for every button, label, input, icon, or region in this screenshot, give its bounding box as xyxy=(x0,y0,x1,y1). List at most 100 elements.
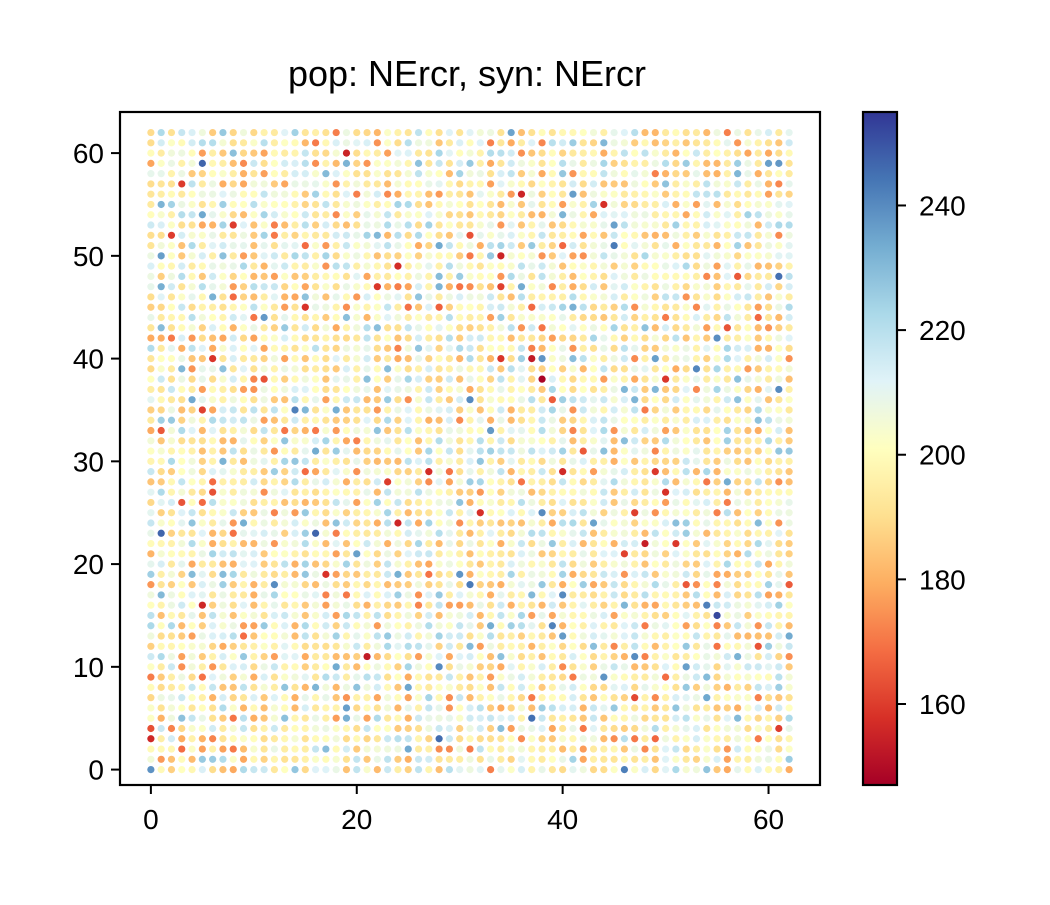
data-point xyxy=(342,632,351,640)
data-point xyxy=(373,745,381,753)
data-point xyxy=(641,283,649,291)
data-point xyxy=(332,416,340,424)
data-point xyxy=(661,344,670,352)
data-point xyxy=(332,426,340,435)
data-point xyxy=(250,159,258,167)
data-point xyxy=(353,262,361,270)
data-point xyxy=(764,231,773,239)
data-point xyxy=(651,611,659,620)
data-point xyxy=(579,478,587,486)
data-point xyxy=(456,550,464,558)
data-point xyxy=(198,426,206,435)
data-point xyxy=(332,683,340,691)
data-point xyxy=(466,426,474,435)
data-point xyxy=(703,663,711,671)
data-point xyxy=(775,694,783,702)
data-point xyxy=(311,735,320,743)
data-point xyxy=(734,334,742,342)
data-point xyxy=(775,704,783,712)
data-point xyxy=(394,765,402,774)
data-point xyxy=(528,211,536,219)
data-point xyxy=(353,745,361,753)
data-point xyxy=(785,683,793,691)
data-point xyxy=(631,755,639,763)
data-point xyxy=(569,313,577,322)
data-point xyxy=(342,355,351,363)
data-point xyxy=(528,714,536,722)
data-point xyxy=(651,272,659,280)
data-point xyxy=(486,622,495,630)
data-point xyxy=(600,539,608,548)
data-point xyxy=(311,632,320,640)
data-point xyxy=(497,334,505,342)
data-point xyxy=(713,190,721,198)
data-point xyxy=(734,211,742,219)
data-point xyxy=(435,457,443,465)
data-point xyxy=(414,478,423,486)
data-point xyxy=(260,683,268,691)
data-point xyxy=(425,190,433,198)
data-point xyxy=(157,385,165,394)
data-point xyxy=(672,200,680,209)
data-point xyxy=(425,313,433,322)
data-point xyxy=(610,724,618,733)
data-point xyxy=(641,652,649,661)
data-point xyxy=(209,735,217,743)
data-point xyxy=(703,283,711,291)
data-point xyxy=(353,488,361,496)
data-point xyxy=(157,344,165,352)
data-point xyxy=(425,745,433,753)
data-point xyxy=(270,663,279,671)
data-point xyxy=(394,128,402,137)
data-point xyxy=(250,714,258,722)
data-point xyxy=(538,591,546,599)
data-point xyxy=(486,262,495,270)
data-point xyxy=(404,303,412,311)
data-point xyxy=(507,170,515,178)
data-point xyxy=(311,426,320,435)
data-point xyxy=(589,303,598,311)
data-point xyxy=(250,581,258,589)
data-point xyxy=(641,457,649,465)
data-point xyxy=(209,241,217,250)
data-point xyxy=(559,765,567,774)
data-point xyxy=(569,303,577,311)
data-point xyxy=(589,252,598,260)
data-point xyxy=(672,755,680,763)
data-point xyxy=(322,488,330,496)
data-point xyxy=(517,231,526,239)
data-point xyxy=(219,200,227,209)
data-point xyxy=(703,200,711,209)
data-point xyxy=(445,262,454,270)
data-point xyxy=(579,509,587,517)
y-tick-label: 30 xyxy=(73,446,104,477)
data-point xyxy=(589,447,598,455)
data-point xyxy=(692,211,701,219)
data-point xyxy=(692,457,701,465)
data-point xyxy=(209,128,217,137)
data-point xyxy=(486,457,495,465)
data-point xyxy=(332,437,340,445)
data-point xyxy=(363,550,371,558)
data-point xyxy=(250,673,258,681)
data-point xyxy=(785,611,793,620)
data-point xyxy=(497,570,505,578)
data-point xyxy=(538,426,546,435)
data-point xyxy=(713,755,721,763)
data-point xyxy=(661,581,670,589)
data-point xyxy=(764,765,773,774)
data-point xyxy=(661,652,670,661)
data-point xyxy=(476,355,484,363)
data-point xyxy=(517,396,526,404)
colorbar-tick-label: 240 xyxy=(919,190,966,221)
data-point xyxy=(260,139,268,147)
data-point xyxy=(198,211,206,219)
colorbar xyxy=(861,110,899,787)
data-point xyxy=(363,478,371,486)
data-point xyxy=(631,550,639,558)
data-point xyxy=(147,344,155,352)
data-point xyxy=(579,642,587,650)
data-point xyxy=(394,406,402,414)
data-point xyxy=(631,190,639,198)
data-point xyxy=(538,498,546,507)
